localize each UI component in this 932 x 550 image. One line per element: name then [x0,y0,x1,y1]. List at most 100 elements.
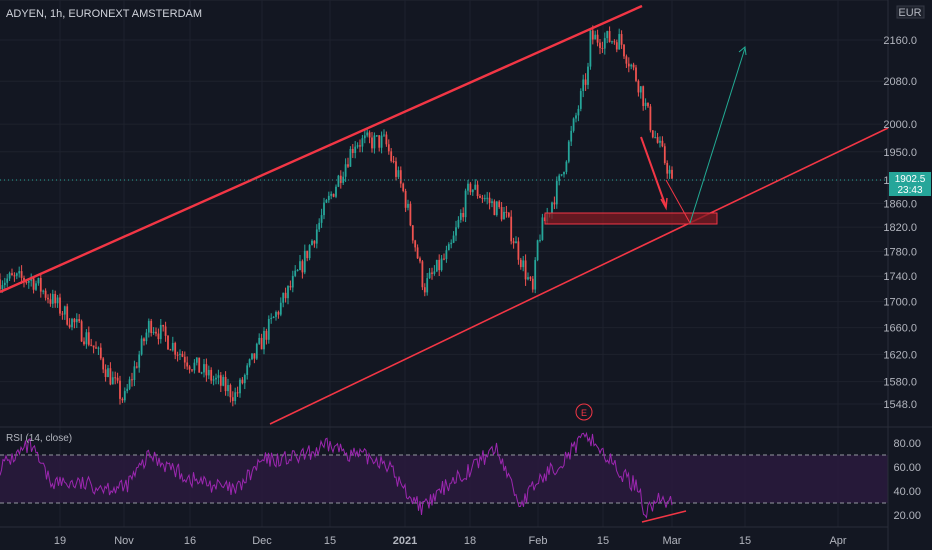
price-tick-label: 1740.0 [883,271,917,283]
upper-channel-line[interactable] [0,4,643,294]
candle-body [627,63,630,67]
candle-body [366,132,369,136]
candle-body [104,369,107,377]
candle-body [354,146,357,153]
candle-body [186,362,189,367]
candle-body [313,240,316,244]
projection-arrow-line[interactable] [689,47,746,224]
candle-body [279,302,282,315]
candle-body [606,31,609,39]
candle-body [392,160,395,162]
price-axis[interactable]: 2160.02080.02000.01950.01900.01860.01820… [883,35,917,411]
candle-body [599,42,601,48]
support-zone-box[interactable] [544,212,718,225]
rsi-tick-label: 60.00 [893,462,921,474]
candle-body [167,335,169,350]
candle-body [59,297,61,314]
time-tick-label: 19 [54,535,66,547]
candle-body [390,151,393,161]
candle-body [275,312,277,317]
symbol-header: ADYEN, 1h, EURONEXT AMSTERDAM [6,8,202,20]
candle-body [318,222,321,230]
candle-body [577,108,580,116]
candle-body [402,183,405,191]
candle-body [503,211,505,220]
rsi-pane[interactable] [0,431,888,523]
candle-body [493,201,496,216]
candle-body [239,379,241,394]
rsi-tick-label: 40.00 [893,486,921,498]
candle-body [375,135,378,137]
candle-body [435,259,438,272]
earnings-marker[interactable]: E [575,403,593,421]
candle-body [107,368,109,377]
candle-body [171,342,174,351]
candle-body [623,44,625,57]
candle-body [260,337,263,350]
drawings[interactable] [0,4,889,425]
candle-body [663,146,666,164]
candle-body [205,364,208,376]
rsi-header: RSI (14, close) [6,433,72,444]
candle-body [54,293,57,304]
candle-body [539,239,541,241]
candle-body [147,320,150,333]
candle-body [222,376,225,386]
candle-body [241,379,244,384]
candle-body [426,278,429,293]
candles [0,25,673,407]
candle-body [455,227,457,236]
candle-body [651,130,654,138]
down-arrow-line[interactable] [640,136,667,208]
candle-body [409,203,412,226]
candle-body [601,47,604,49]
time-tick-label: 15 [597,535,609,547]
candle-body [219,375,222,386]
candle-body [263,330,265,350]
candle-body [471,189,474,193]
candle-body [183,356,186,363]
candle-body [661,140,664,147]
candle-body [438,259,441,271]
candle-body [159,324,162,340]
candle-body [404,190,407,208]
candle-body [359,145,361,147]
price-tick-label: 1700.0 [883,297,917,309]
candle-body [351,148,354,153]
candle-body [51,293,54,304]
candle-body [123,391,126,401]
candle-body [191,369,193,371]
rsi-axis[interactable]: 80.00 60.00 40.00 20.00 [893,438,921,522]
candle-body [306,250,309,259]
candle-body [258,337,261,344]
candle-body [97,347,100,349]
candle-body [174,342,177,355]
candle-body [452,235,455,243]
price-tick-label: 1780.0 [883,246,917,258]
candle-body [83,341,85,345]
down-arrow-head [660,197,668,211]
lower-channel-line[interactable] [269,127,889,425]
candle-body [416,247,419,259]
candle-body [179,353,181,355]
candle-body [1,285,4,290]
candle-body [303,250,306,273]
candle-body [462,212,465,218]
candle-body [488,197,491,203]
candle-body [440,258,443,271]
price-tick-label: 2080.0 [883,76,917,88]
rsi-band [0,455,888,503]
candle-body [272,316,275,318]
candle-body [99,347,102,359]
candle-body [66,306,69,325]
candle-body [647,102,649,107]
candle-body [248,359,251,366]
candle-body [527,277,529,280]
candle-body [457,219,460,228]
time-axis[interactable]: 19 Nov 16 Dec 15 2021 18 Feb 15 Mar 15 Apr [54,535,847,547]
candle-body [231,397,234,402]
candle-body [90,344,93,346]
candle-body [522,260,525,268]
candle-body [157,333,160,340]
